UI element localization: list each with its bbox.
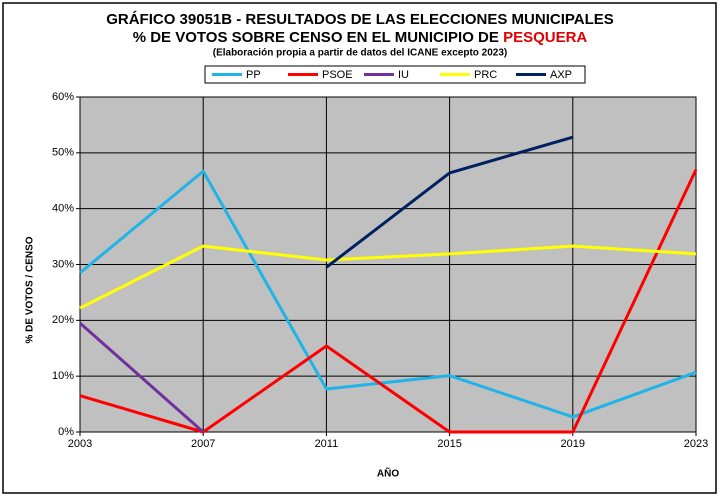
legend-label: PRC [474,69,497,81]
y-tick-label: 50% [52,147,74,159]
x-tick-label: 2015 [437,438,461,450]
y-axis-label: % DE VOTOS / CENSO [25,236,36,343]
x-tick-label: 2023 [684,438,708,450]
legend-label: IU [398,69,409,81]
series-line [79,322,205,434]
y-tick-label: 0% [58,426,74,438]
x-tick-label: 2011 [315,438,339,450]
chart-title-2: % DE VOTOS SOBRE CENSO EN EL MUNICIPIO D… [133,29,588,46]
plot-border [79,96,697,433]
y-tick-label: 20% [52,314,74,326]
legend-label: PSOE [322,69,353,81]
title-highlight: PESQUERA [503,29,587,46]
legend-label: AXP [550,69,572,81]
y-tick-label: 30% [52,258,74,270]
x-axis-label: AÑO [377,467,399,480]
x-tick-label: 2007 [191,438,215,450]
legend-label: PP [246,69,261,81]
series-line [325,135,574,269]
x-tick-label: 2003 [68,438,92,450]
y-tick-label: 60% [52,91,74,103]
x-tick-label: 2019 [561,438,585,450]
y-tick-label: 10% [52,370,74,382]
series-line [79,168,698,434]
y-tick-label: 40% [52,203,74,215]
series-line [79,169,697,419]
legend [204,65,586,84]
series-line [79,244,697,310]
subtitle: (Elaboración propia a partir de datos de… [213,48,508,59]
chart-title: GRÁFICO 39051B - RESULTADOS DE LAS ELECC… [106,11,614,28]
title-line2: % DE VOTOS SOBRE CENSO EN EL MUNICIPIO D… [133,29,499,46]
